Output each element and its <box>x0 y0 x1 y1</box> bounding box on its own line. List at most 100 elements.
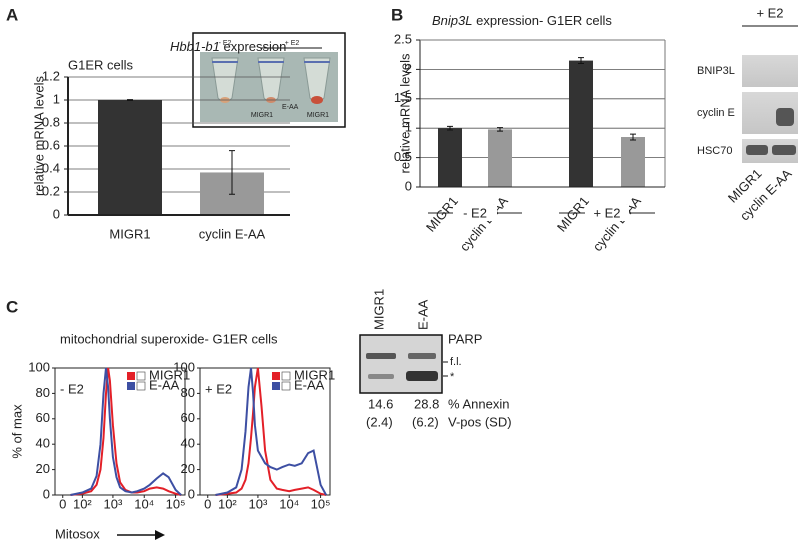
series-line <box>215 367 327 496</box>
plot-frame <box>54 367 186 496</box>
x-tick-label: 0 <box>59 496 66 511</box>
y-tick-label: 2.5 <box>394 31 412 46</box>
y-tick-label: 20 <box>36 461 50 476</box>
x-tick-label: 10⁴ <box>279 496 299 511</box>
bar <box>98 100 162 215</box>
group-label: + E2 <box>593 205 620 220</box>
parp-blot <box>359 334 443 394</box>
x-tick-label: 10³ <box>249 496 268 511</box>
blot-header: + E2 <box>756 5 783 20</box>
annexin-value: 28.8 <box>414 396 439 411</box>
x-tick-label: 0 <box>204 496 211 511</box>
x-tick-label: MIGR1 <box>109 226 150 241</box>
blot-row-label: HSC70 <box>697 145 732 157</box>
error-bar <box>497 127 503 132</box>
y-tick-label: 60 <box>181 410 195 425</box>
inset-label: + E2 <box>285 40 300 47</box>
title-text: expression <box>224 39 287 54</box>
x-axis-label: Mitosox <box>55 526 100 541</box>
y-tick-label: 60 <box>36 410 50 425</box>
y-tick-label: 0.5 <box>394 149 412 164</box>
title-gene: Bnip3L <box>432 13 472 28</box>
y-tick-label: 40 <box>36 436 50 451</box>
inset-label: MIGR1 <box>307 112 329 119</box>
series-line <box>70 367 182 496</box>
tubes <box>211 57 331 104</box>
legend-box <box>281 371 291 381</box>
blot-lane-label: E-AA <box>415 299 430 330</box>
y-tick-label: 100 <box>173 359 195 374</box>
title-text: expression- G1ER cells <box>476 13 612 28</box>
y-tick-label: 0 <box>53 206 60 221</box>
legend-swatch <box>272 382 280 390</box>
panel-label: - E2 <box>60 381 84 396</box>
panel-letter: A <box>6 5 18 24</box>
x-axis-arrowhead <box>155 530 165 540</box>
inset-label: E-AA <box>282 104 299 111</box>
inset-label: - E2 <box>219 40 232 47</box>
bar <box>488 129 512 187</box>
y-tick-label: 0.6 <box>42 137 60 152</box>
x-tick-label: 10³ <box>104 496 123 511</box>
annexin-label: % Annexin <box>448 396 509 411</box>
group-label: - E2 <box>463 205 487 220</box>
y-tick-label: 0 <box>188 486 195 501</box>
blot-protein: PARP <box>448 331 482 346</box>
blot-row-label: cyclin E <box>697 107 735 119</box>
blot-band <box>366 353 396 359</box>
annexin-label: V-pos (SD) <box>448 414 512 429</box>
x-tick-label: 10² <box>73 496 92 511</box>
y-tick-label: 80 <box>36 385 50 400</box>
y-tick-label: 0.4 <box>42 160 60 175</box>
blot-band <box>776 108 794 126</box>
legend-label: MIGR1 <box>149 367 190 382</box>
y-tick-label: 0.2 <box>42 183 60 198</box>
annexin-sd: (6.2) <box>412 414 439 429</box>
band-label: * <box>450 371 455 383</box>
y-tick-label: 0 <box>405 178 412 193</box>
inset-label: MIGR1 <box>251 112 273 119</box>
x-tick-label: cyclin E-AA <box>199 226 266 241</box>
error-bar <box>578 57 584 65</box>
x-tick-label: 10⁴ <box>134 496 154 511</box>
legend-swatch <box>272 372 280 380</box>
y-tick-label: 1.5 <box>394 90 412 105</box>
y-tick-label: 40 <box>181 436 195 451</box>
y-tick-label: 100 <box>28 359 50 374</box>
bar <box>438 128 462 187</box>
error-bar <box>127 99 133 101</box>
legend-box <box>136 371 146 381</box>
blot-lane-label: MIGR1 <box>371 289 386 330</box>
annexin-sd: (2.4) <box>366 414 393 429</box>
y-tick-label: 1 <box>405 120 412 135</box>
panel-letter: C <box>6 297 18 316</box>
series-line <box>70 367 182 496</box>
legend-swatch <box>127 382 135 390</box>
y-tick-label: 1.2 <box>42 68 60 83</box>
panel-letter: B <box>391 5 403 24</box>
error-bar <box>630 133 636 141</box>
panel-title: mitochondrial superoxide- G1ER cells <box>60 331 278 346</box>
legend-box <box>136 381 146 391</box>
blot-row-label: BNIP3L <box>697 65 735 77</box>
legend-label: E-AA <box>294 377 325 392</box>
error-bar <box>447 125 453 131</box>
group-label-bg <box>585 205 629 221</box>
legend-swatch <box>127 372 135 380</box>
group-label-bg <box>453 205 497 221</box>
blot-band <box>746 145 768 155</box>
blot-band <box>772 145 796 155</box>
blot-band-row <box>742 55 798 87</box>
legend-box <box>281 381 291 391</box>
series-line <box>215 367 327 496</box>
blot-band <box>408 353 436 359</box>
y-tick-label: 0.8 <box>42 114 60 129</box>
x-tick-label: 10² <box>218 496 237 511</box>
error-bar <box>229 150 235 195</box>
y-tick-label: 2 <box>405 61 412 76</box>
x-tick-label: 10⁵ <box>311 496 331 511</box>
chart-title: Bnip3L expression- G1ER cells <box>432 13 612 28</box>
blot-band <box>406 371 438 381</box>
chart-subtitle: G1ER cells <box>68 57 134 72</box>
